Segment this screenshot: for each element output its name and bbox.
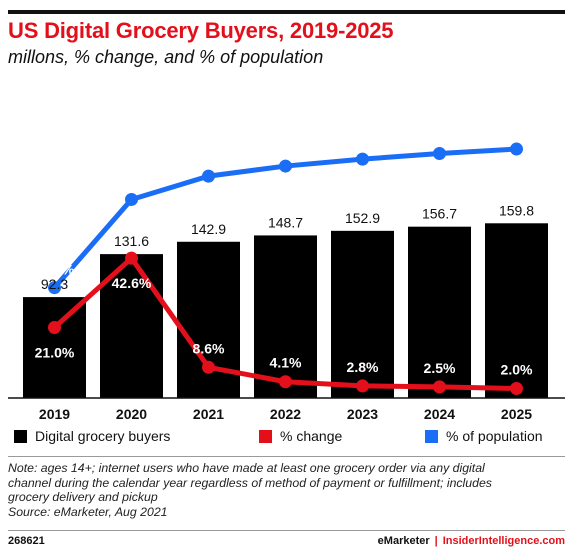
brand-separator: |	[434, 535, 438, 547]
bars-layer	[23, 223, 548, 398]
bar-label-2022: 148.7	[268, 214, 303, 230]
legend-swatch-bars	[14, 429, 27, 443]
population-point-2023	[356, 152, 369, 166]
lines-layer	[48, 142, 523, 395]
change-label-2021: 8.6%	[193, 340, 225, 356]
population-label-2021: 51.5%	[189, 150, 229, 166]
chart-subtitle: millons, % change, and % of population	[8, 47, 324, 67]
bar-2022	[254, 235, 317, 398]
population-label-2022: 53.1%	[266, 140, 306, 156]
note-line-3: grocery delivery and pickup	[8, 490, 158, 505]
legend-item-bars: Digital grocery buyers	[14, 428, 170, 444]
bar-2023	[331, 230, 394, 398]
legend-item-change: % change	[259, 428, 342, 444]
note: Note: ages 14+; internet users who have …	[8, 461, 568, 519]
chart: 92.3 131.6 142.9 148.7 152.9 156.7 159.8 33.8% 4…	[8, 123, 565, 420]
population-label-2020: 47.8%	[112, 173, 152, 189]
change-point-2023	[356, 379, 369, 393]
x-tick-2023: 2023	[347, 406, 378, 420]
population-point-2021	[202, 169, 215, 183]
change-label-2023: 2.8%	[347, 359, 379, 375]
bar-2024	[408, 226, 471, 398]
population-point-2022	[279, 159, 292, 173]
change-label-2025: 2.0%	[501, 361, 533, 377]
x-tick-2020: 2020	[116, 406, 147, 420]
footer-divider	[8, 530, 565, 531]
legend-swatch-population	[425, 429, 438, 443]
legend: Digital grocery buyers % change % of pop…	[0, 428, 573, 448]
change-point-2019	[48, 320, 61, 334]
bar-label-2021: 142.9	[191, 221, 226, 237]
x-tick-2025: 2025	[501, 406, 532, 420]
population-point-2019	[48, 281, 61, 295]
legend-label-population: % of population	[446, 428, 543, 444]
legend-swatch-change	[259, 429, 272, 443]
population-label-2025: 55.8%	[497, 123, 537, 139]
brand-emarketer: eMarketer	[377, 535, 430, 547]
bar-2021	[177, 241, 240, 398]
legend-label-change: % change	[280, 428, 343, 444]
chart-id: 268621	[8, 535, 45, 547]
change-point-2021	[202, 360, 215, 374]
note-line-2: channel during the calendar year regardl…	[8, 475, 492, 490]
chart-title: US Digital Grocery Buyers, 2019-2025	[8, 18, 394, 43]
change-point-2025	[510, 381, 523, 395]
change-point-2024	[433, 380, 446, 394]
labels-layer: 92.3 131.6 142.9 148.7 152.9 156.7 159.8 33.8% 4…	[35, 123, 537, 377]
change-label-2024: 2.5%	[424, 360, 456, 376]
bar-label-2025: 159.8	[499, 202, 534, 218]
x-axis: 2019 2020 2021 2022 2023 2024 2025	[8, 397, 565, 420]
population-label-2024: 55.1%	[420, 127, 460, 143]
population-label-2019: 33.8%	[35, 262, 75, 278]
change-point-2020	[125, 251, 138, 265]
bar-2019	[23, 297, 86, 398]
change-label-2022: 4.1%	[270, 355, 302, 371]
divider	[8, 456, 565, 457]
population-point-2020	[125, 192, 138, 206]
note-source: Source: eMarketer, Aug 2021	[8, 504, 168, 519]
change-label-2020: 42.6%	[112, 275, 152, 291]
footer-brand: eMarketer | InsiderIntelligence.com	[378, 535, 565, 547]
bar-label-2019: 92.3	[41, 276, 68, 292]
top-rule	[8, 10, 565, 14]
legend-item-population: % of population	[425, 428, 543, 444]
brand-insider: InsiderIntelligence.com	[442, 535, 565, 547]
legend-label-bars: Digital grocery buyers	[35, 428, 171, 444]
population-point-2025	[510, 142, 523, 156]
population-point-2024	[433, 146, 446, 160]
change-point-2022	[279, 375, 292, 389]
x-tick-2024: 2024	[424, 406, 455, 420]
x-tick-2019: 2019	[39, 406, 70, 420]
bar-label-2020: 131.6	[114, 233, 149, 249]
bar-label-2024: 156.7	[422, 206, 457, 222]
bar-label-2023: 152.9	[345, 210, 380, 226]
population-label-2023: 54.2%	[343, 133, 383, 149]
change-label-2019: 21.0%	[35, 344, 75, 360]
x-tick-2021: 2021	[193, 406, 224, 420]
note-line-1: Note: ages 14+; internet users who have …	[8, 461, 485, 475]
x-tick-2022: 2022	[270, 406, 301, 420]
bar-2025	[485, 223, 548, 398]
